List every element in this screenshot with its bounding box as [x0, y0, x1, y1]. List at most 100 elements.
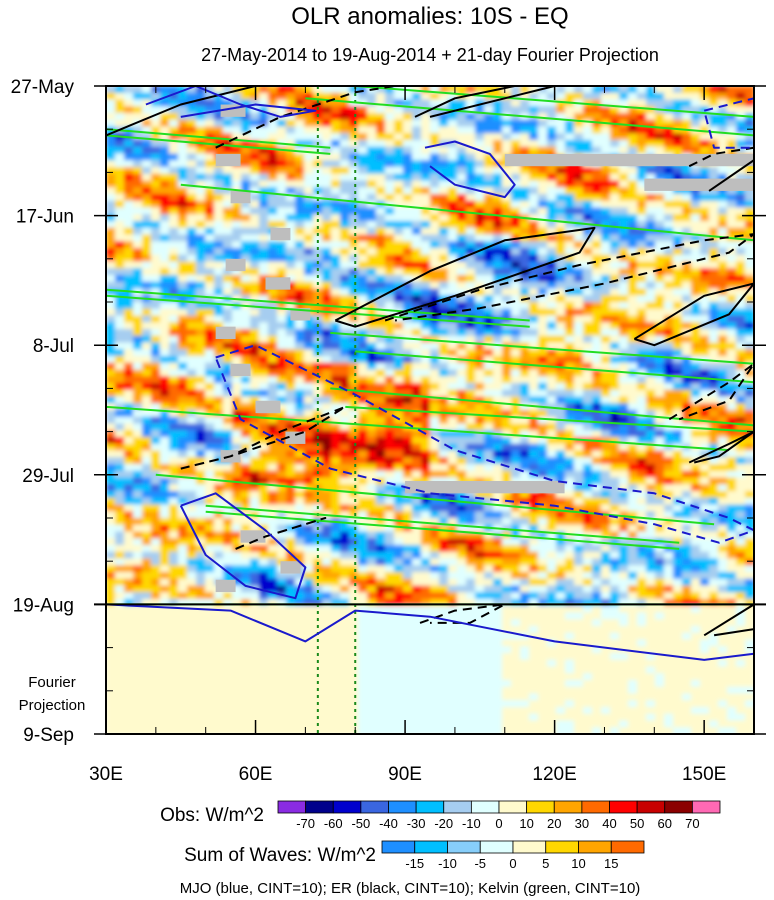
x-tick-label: 60E [239, 764, 273, 785]
axis-ticks [94, 85, 766, 735]
er-contour [235, 517, 327, 550]
x-tick-label: 30E [89, 764, 123, 785]
kelvin-contour [330, 387, 754, 427]
mjo-contour [703, 97, 754, 149]
obs-colorbar-tick-label: -60 [324, 816, 343, 831]
obs-colorbar-tick-label: -10 [462, 816, 481, 831]
obs-colorbar-tick-label: 50 [630, 816, 644, 831]
wave-legend-footnote: MJO (blue, CINT=10); ER (black, CINT=10)… [180, 880, 641, 897]
mjo-contours [106, 86, 754, 661]
waves-colorbar-tick-label: -5 [474, 856, 486, 871]
er-contour [215, 86, 396, 149]
mjo-contour [145, 86, 317, 118]
waves-colorbar-swatch [381, 840, 416, 854]
missing-data-cell [285, 431, 306, 444]
er-contour [703, 603, 754, 637]
waves-colorbar-tick-label: -10 [438, 856, 457, 871]
obs-colorbar-tick-label: 70 [685, 816, 699, 831]
obs-colorbar-tick-label: 40 [602, 816, 616, 831]
missing-data-cell [504, 153, 754, 167]
er-contour [668, 362, 754, 421]
waves-colorbar-swatch [512, 840, 547, 854]
obs-colorbar-tick-label: -20 [434, 816, 453, 831]
obs-colorbar-swatch [305, 800, 334, 814]
missing-data-cell [215, 153, 241, 167]
missing-data-cell [270, 227, 291, 241]
er-contour [384, 233, 754, 322]
mjo-contour [106, 603, 754, 661]
y-tick-label: 19-Aug [13, 595, 74, 616]
fourier-projection-label-line-1: Fourier [28, 674, 76, 691]
plot-area [94, 85, 766, 735]
obs-colorbar-swatch [609, 800, 638, 814]
obs-colorbar-swatch [581, 800, 610, 814]
obs-colorbar-swatch [277, 800, 307, 814]
fourier-projection-label-line-2: Projection [19, 697, 86, 714]
obs-colorbar-label: Obs: W/m^2 [160, 805, 264, 826]
missing-data-cell [225, 258, 246, 272]
kelvin-contour [106, 405, 730, 452]
y-axis-tick-labels: 27-May 17-Jun 8-Jul 29-Jul 19-Aug 9-Sep [11, 77, 75, 746]
missing-data-cell [215, 326, 236, 340]
mjo-contour [214, 344, 754, 544]
obs-colorbar-swatch [664, 800, 693, 814]
plot-frame [105, 85, 755, 735]
er-contour [633, 282, 754, 347]
missing-data-cell [230, 190, 251, 204]
er-contour [334, 226, 596, 328]
waves-colorbar-tick-label: -15 [405, 856, 424, 871]
missing-data-cell [265, 277, 291, 290]
x-tick-label: 150E [682, 764, 726, 785]
waves-colorbar: Sum of Waves: W/m^2 -15 -10 -5 0 5 10 15 [184, 840, 645, 871]
obs-colorbar-tick-label: -70 [296, 816, 315, 831]
missing-data-cell [405, 480, 565, 494]
missing-data-cell [230, 363, 251, 377]
waves-colorbar-tick-label: 10 [571, 856, 585, 871]
y-tick-label: 8-Jul [33, 336, 74, 357]
chart-title: OLR anomalies: 10S - EQ [291, 3, 568, 30]
kelvin-contour [305, 97, 754, 137]
missing-data-cells [215, 104, 754, 593]
kelvin-contour [330, 331, 754, 365]
reference-longitude-lines [316, 86, 357, 734]
kelvin-contour [106, 134, 331, 155]
kelvin-contour [106, 288, 530, 322]
x-tick-label: 90E [388, 764, 422, 785]
x-tick-label: 120E [532, 764, 576, 785]
obs-colorbar-swatch [388, 800, 417, 814]
obs-colorbar-swatch [553, 800, 583, 814]
obs-colorbar-tick-label: 30 [575, 816, 589, 831]
kelvin-contour [155, 473, 715, 526]
obs-colorbar-swatch [691, 800, 721, 814]
kelvin-contour [106, 128, 331, 149]
waves-colorbar-tick-label: 0 [509, 856, 516, 871]
y-tick-label: 17-Jun [16, 207, 74, 228]
obs-colorbar-swatch [443, 800, 472, 814]
waves-colorbar-swatch [545, 840, 579, 854]
obs-colorbar-swatch [636, 800, 666, 814]
obs-colorbar-tick-label: -30 [407, 816, 426, 831]
obs-colorbar-swatch [360, 800, 389, 814]
obs-colorbar: Obs: W/m^2 -70 -60 -50 -40 -30 -20 -10 0 10 20 30 4… [160, 800, 721, 831]
waves-colorbar-label: Sum of Waves: W/m^2 [184, 845, 376, 866]
obs-colorbar-swatch [415, 800, 445, 814]
y-tick-label: 29-Jul [22, 466, 74, 487]
er-contour [414, 86, 556, 118]
kelvin-contour [205, 510, 680, 550]
x-axis-tick-labels: 30E 60E 90E 120E 150E [89, 764, 726, 785]
obs-colorbar-swatch [332, 800, 362, 814]
y-tick-label: 27-May [11, 77, 75, 98]
waves-colorbar-tick-label: 5 [542, 856, 549, 871]
kelvin-contour [345, 405, 754, 433]
mjo-contour [424, 140, 516, 199]
kelvin-contours [106, 86, 754, 606]
kelvin-contour [205, 504, 680, 544]
obs-colorbar-swatch [498, 800, 528, 814]
obs-colorbar-tick-label: 60 [658, 816, 672, 831]
mjo-contour [179, 492, 307, 600]
kelvin-contour [106, 294, 530, 328]
waves-colorbar-swatch [447, 840, 481, 854]
chart-subtitle: 27-May-2014 to 19-Aug-2014 + 21-day Four… [201, 45, 659, 65]
waves-colorbar-swatch [414, 840, 448, 854]
